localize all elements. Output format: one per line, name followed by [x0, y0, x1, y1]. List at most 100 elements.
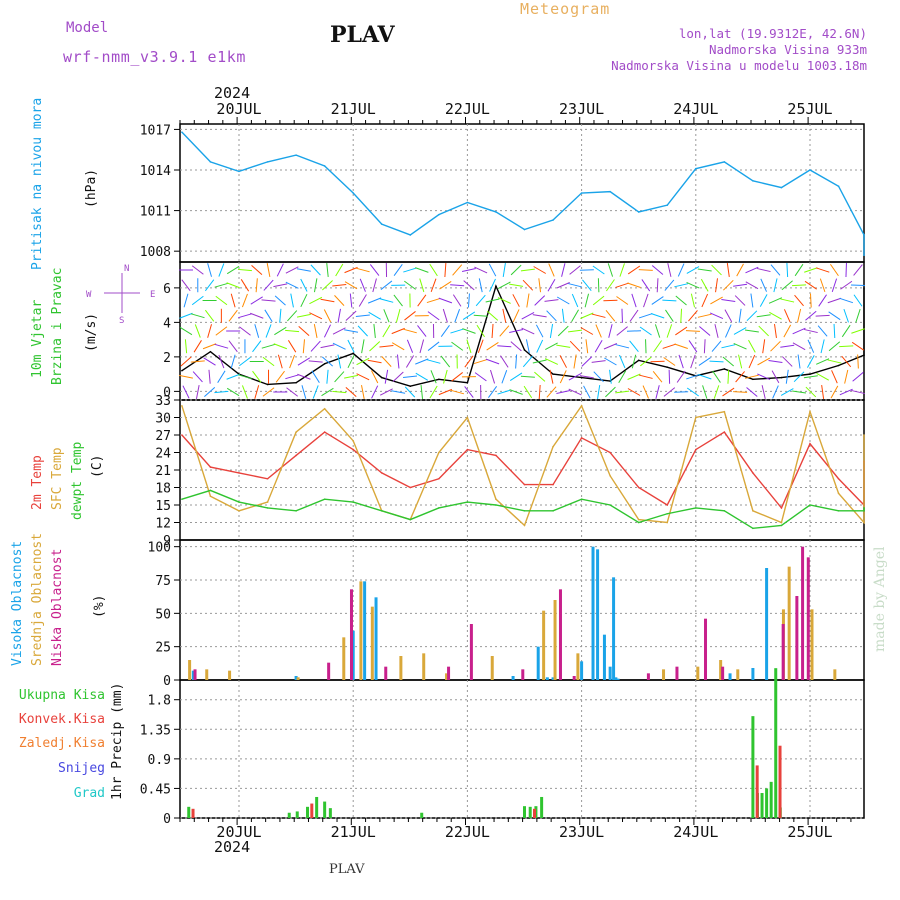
wind-arrow — [502, 308, 507, 323]
wind-arrow — [580, 327, 594, 335]
dewpt-point — [552, 510, 554, 512]
wind-arrow — [367, 297, 382, 304]
wind-arrow — [667, 263, 672, 277]
wind-arrow — [857, 354, 859, 369]
wind-arrow — [604, 357, 617, 366]
precip_conv-bar — [532, 808, 536, 818]
wind-arrow — [816, 358, 830, 365]
x-day-label-bottom: 22JUL — [445, 823, 490, 841]
sfc-line — [181, 404, 865, 527]
wind-arrow — [427, 311, 440, 321]
station-title: PLAV — [330, 22, 395, 48]
wind-arrow — [427, 341, 440, 351]
wind-arrow — [204, 279, 215, 292]
wind-arrow — [830, 385, 839, 399]
precip_conv-bar — [755, 765, 759, 818]
wind-arrow — [395, 308, 401, 323]
wind-arrow — [735, 371, 745, 383]
sfc-point — [495, 498, 497, 500]
dewpt-point — [466, 501, 469, 503]
wind-arrow — [569, 265, 581, 275]
temp2m-point — [809, 442, 811, 445]
sfc-point — [295, 431, 297, 433]
wind-arrow — [616, 326, 628, 336]
dewpt-point — [723, 510, 726, 512]
wind-arrow — [792, 284, 807, 287]
wind-arrow — [642, 385, 649, 399]
dewpt-point — [837, 510, 840, 512]
y-tick-label: 0 — [163, 385, 171, 400]
wind-arrow — [631, 293, 637, 308]
wind-arrow — [261, 299, 276, 302]
wind-arrow — [685, 330, 700, 332]
wind-arrow — [549, 369, 554, 384]
wind-arrow — [380, 280, 393, 290]
wind-arrow — [367, 359, 382, 364]
wind-arrow — [568, 283, 582, 288]
y-tick-label: 33 — [155, 394, 171, 409]
wind-arrow — [839, 388, 853, 396]
precip_conv-bar — [778, 745, 782, 818]
wind-arrow — [615, 390, 630, 394]
wind-arrow — [261, 343, 276, 349]
wind-arrow — [546, 310, 557, 322]
wind-arrow — [803, 328, 818, 334]
precip_total-bar — [287, 812, 291, 818]
legend-hail: Grad — [73, 786, 105, 801]
wind-arrow — [321, 356, 334, 367]
cloud_mid-bar — [490, 656, 494, 680]
precip_total-bar — [187, 806, 191, 818]
wind-arrow — [192, 371, 203, 383]
wind-arrow — [464, 355, 474, 368]
pressure-point — [181, 131, 183, 133]
wind-arrow — [383, 309, 390, 323]
wind-arrow — [255, 278, 258, 293]
wind-arrow — [238, 313, 252, 319]
wind-arrow — [429, 263, 438, 277]
wind-arrow — [355, 314, 370, 317]
speed-point — [266, 383, 269, 386]
wind-arrow — [616, 296, 629, 305]
wind-arrow — [415, 358, 429, 365]
wind-arrow — [349, 293, 353, 308]
cloud_high-bar — [536, 646, 540, 680]
wind-arrow — [391, 390, 406, 394]
wind-arrow — [544, 358, 559, 365]
wind-arrow — [345, 386, 357, 398]
wind-arrow — [452, 264, 463, 276]
wind-arrow — [521, 312, 535, 320]
wind-arrow — [544, 299, 559, 302]
wind-arrow — [332, 390, 347, 394]
temp2m-point — [780, 507, 783, 509]
wind-arrow — [582, 279, 592, 292]
wind-arrow — [334, 371, 345, 383]
wind-arrow — [733, 391, 748, 393]
wind-arrow — [663, 387, 676, 397]
wind-arrow — [405, 355, 415, 368]
wind-arrow — [627, 265, 641, 275]
cloud_mid-bar — [445, 673, 449, 680]
wind-arrow — [497, 297, 511, 304]
wind-arrow — [466, 339, 472, 354]
cloud_high-bar — [363, 581, 367, 680]
wind-arrow — [701, 293, 709, 308]
wind-arrow — [444, 262, 447, 278]
wind-arrow — [593, 371, 604, 383]
speed-point — [438, 378, 440, 381]
wind-arrow — [818, 294, 827, 307]
wind-arrow — [277, 354, 283, 369]
dewpt-point — [580, 498, 583, 500]
wind-arrow — [594, 339, 603, 353]
wind-arrow — [451, 372, 463, 382]
wind-arrow — [287, 310, 298, 322]
speed-point — [295, 381, 297, 384]
cloud_low-bar — [327, 662, 331, 680]
x-day-label-bottom: 25JUL — [787, 823, 832, 841]
speed-point — [466, 381, 469, 384]
cloud_high-bar — [191, 670, 195, 680]
wind-arrow — [783, 324, 792, 338]
wind-arrow — [711, 264, 722, 276]
dewpt-point — [780, 524, 783, 527]
wind-arrow — [597, 385, 601, 399]
